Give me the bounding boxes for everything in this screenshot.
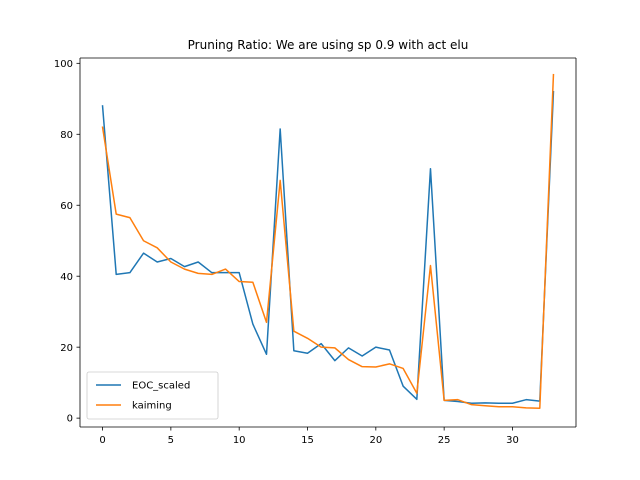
x-tick-label: 25 xyxy=(438,435,451,446)
legend-entry: EOC_scaled xyxy=(132,381,190,392)
y-tick-label: 80 xyxy=(60,130,73,141)
x-tick-label: 10 xyxy=(233,435,246,446)
x-tick-label: 5 xyxy=(168,435,174,446)
y-tick-label: 100 xyxy=(54,59,73,70)
x-tick-label: 0 xyxy=(99,435,105,446)
legend-entry: kaiming xyxy=(132,401,172,412)
chart-title: Pruning Ratio: We are using sp 0.9 with … xyxy=(188,38,469,52)
y-tick-label: 40 xyxy=(60,272,73,283)
legend-box xyxy=(86,371,219,420)
series-line-eoc-scaled xyxy=(101,90,555,404)
y-tick-label: 0 xyxy=(67,414,73,425)
x-tick-label: 20 xyxy=(369,435,382,446)
y-tick-label: 20 xyxy=(60,343,73,354)
plot-area: 0 5 10 15 20 25 30 0 20 40 60 80 100 EOC_scaledkaimin… xyxy=(54,57,577,446)
x-tick-label: 30 xyxy=(506,435,519,446)
series-line-kaiming xyxy=(101,73,555,409)
y-tick-label: 60 xyxy=(60,201,73,212)
x-tick-label: 15 xyxy=(301,435,314,446)
